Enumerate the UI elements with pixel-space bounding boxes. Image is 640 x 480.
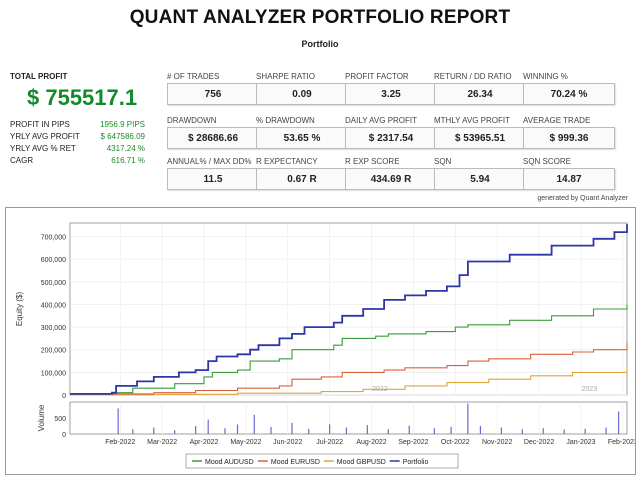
metric-winning: WINNING % 70.24 % (523, 72, 615, 105)
metric-monthly-avg: MTHLY AVG PROFIT $ 53965.51 (434, 116, 526, 149)
volume-bar (433, 428, 435, 434)
summary-panel: TOTAL PROFIT $ 755517.1 PROFIT IN PIPS 19… (10, 72, 145, 167)
metric-avg-trade: AVERAGE TRADE $ 999.36 (523, 116, 615, 149)
series-line-mood-gbpusd (70, 366, 628, 396)
volume-bar (308, 428, 310, 434)
volume-bar (563, 429, 565, 434)
report-subtitle: Portfolio (301, 39, 339, 49)
x-tick-label: Jun-2022 (273, 439, 302, 446)
volume-axis-label: Volume (37, 404, 46, 431)
equity-chart-frame: 0 100,000 200,000 300,000 400,000 500,000 600,… (5, 207, 638, 475)
metric-annual-maxdd: ANNUAL% / MAX DD% 11.5 (167, 157, 259, 190)
volume-bar (450, 426, 452, 434)
metric-return-dd: RETURN / DD RATIO 26.34 (434, 72, 526, 105)
total-profit-value: $ 755517.1 (27, 85, 138, 110)
metric-sqn: SQN 5.94 (434, 157, 526, 190)
volume-bar (153, 427, 155, 434)
metric-trades: # OF TRADES 756 (167, 72, 259, 105)
volume-bar (195, 426, 197, 434)
metric-sqn-score: SQN SCORE 14.87 (523, 157, 615, 190)
legend-entry: Mood GBPUSD (337, 459, 386, 466)
y-tick-label: 0 (62, 393, 66, 400)
series-line-portfolio (70, 224, 628, 395)
main-plot-area (69, 222, 628, 396)
series-line-mood-audusd (70, 304, 628, 395)
series-line-mood-eurusd (70, 342, 628, 396)
y-tick-label: 300,000 (41, 325, 66, 332)
volume-bar (270, 426, 272, 434)
summary-row: YRLY AVG PROFIT $ 647586.09 (10, 132, 145, 141)
volume-bar (521, 429, 523, 434)
volume-bar (174, 430, 176, 434)
legend-entry: Mood EURUSD (271, 459, 320, 466)
volume-bar (618, 411, 620, 434)
x-tick-label: Feb-2022 (105, 439, 135, 446)
volume-bar (207, 419, 209, 434)
x-tick-label: Apr-2022 (190, 439, 219, 446)
y-axis-label: Equity ($) (15, 292, 24, 327)
volume-bar (132, 429, 134, 434)
volume-tick-label: 500 (54, 416, 66, 423)
x-tick-label: Nov-2022 (482, 439, 512, 446)
metric-sharpe: SHARPE RATIO 0.09 (256, 72, 348, 105)
y-tick-label: 700,000 (41, 235, 66, 242)
y-tick-label: 600,000 (41, 257, 66, 264)
metric-pct-drawdown: % DRAWDOWN 53.65 % (256, 116, 348, 149)
x-tick-label: May-2022 (230, 439, 261, 446)
x-tick-label: Jul-2022 (316, 439, 343, 446)
x-tick-label: Mar-2022 (147, 439, 177, 446)
x-tick-label: Aug-2022 (356, 439, 386, 446)
x-tick-label: Oct-2022 (441, 439, 470, 446)
metric-r-exp-score: R EXP SCORE 434.69 R (345, 157, 437, 190)
volume-bar (366, 425, 368, 434)
legend-entry: Portfolio (403, 459, 429, 466)
volume-bar (253, 414, 255, 434)
volume-bar (500, 427, 502, 434)
x-tick-label: Jan-2023 (566, 439, 595, 446)
volume-bar (387, 429, 389, 434)
y-tick-label: 400,000 (41, 302, 66, 309)
total-profit-label: TOTAL PROFIT (10, 72, 68, 81)
legend-entry: Mood AUDUSD (205, 459, 254, 466)
generated-by: generated by Quant Analyzer (537, 195, 628, 202)
volume-tick-label: 0 (62, 432, 66, 439)
volume-bar (605, 427, 607, 434)
summary-row: CAGR 616.71 % (10, 156, 145, 165)
volume-bar (584, 428, 586, 434)
metric-r-expectancy: R EXPECTANCY 0.67 R (256, 157, 348, 190)
metric-daily-avg: DAILY AVG PROFIT $ 2317.54 (345, 116, 437, 149)
volume-bar (329, 424, 331, 434)
volume-plot-area (69, 401, 628, 435)
volume-bar (345, 427, 348, 434)
report-title: QUANT ANALYZER PORTFOLIO REPORT (129, 7, 511, 28)
y-tick-label: 500,000 (41, 280, 66, 287)
metric-drawdown: DRAWDOWN $ 28686.66 (167, 116, 259, 149)
x-tick-label: Feb-2023 (608, 439, 635, 446)
year-watermark: 2023 (582, 386, 598, 393)
y-tick-label: 100,000 (41, 370, 66, 377)
y-tick-label: 200,000 (41, 348, 66, 355)
volume-bar (291, 422, 293, 434)
volume-bar (467, 403, 469, 434)
summary-row: YRLY AVG % RET 4317.24 % (10, 144, 145, 153)
legend-box (185, 453, 459, 469)
volume-bar (542, 428, 544, 434)
x-tick-label: Dec-2022 (524, 439, 554, 446)
x-tick-label: Sep-2022 (398, 439, 428, 446)
summary-row: PROFIT IN PIPS 1956.9 PIPS (10, 120, 145, 129)
volume-bar (479, 426, 482, 434)
volume-bar (408, 425, 410, 434)
volume-bar (117, 408, 119, 434)
volume-bar (224, 428, 226, 434)
equity-chart: 0 100,000 200,000 300,000 400,000 500,000 600,… (15, 222, 638, 469)
metric-profit-factor: PROFIT FACTOR 3.25 (345, 72, 437, 105)
volume-bar (236, 424, 239, 434)
